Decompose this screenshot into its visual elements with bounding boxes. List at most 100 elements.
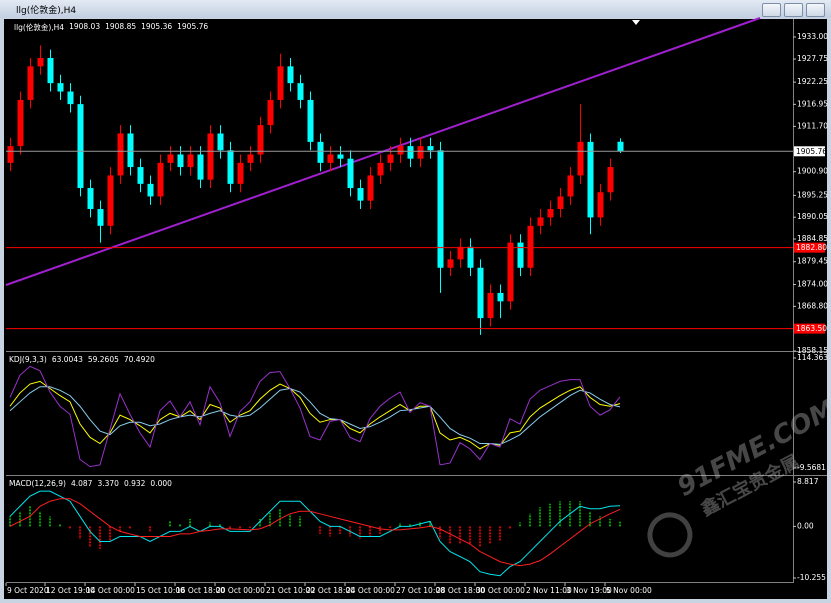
indicator-line bbox=[9, 365, 621, 468]
y-tick-label: -10.255 bbox=[797, 573, 826, 582]
high-value: 1908.85 bbox=[105, 22, 137, 31]
y-tick-label: 1900.90 bbox=[797, 167, 828, 176]
plot-area bbox=[9, 365, 621, 468]
y-tick-label: 1868.80 bbox=[797, 301, 828, 310]
chart-background bbox=[4, 19, 827, 599]
candle-body bbox=[407, 146, 414, 159]
candle-body bbox=[197, 154, 204, 180]
candle-body bbox=[297, 83, 304, 100]
candle-body bbox=[7, 146, 14, 163]
candle-body bbox=[617, 141, 624, 152]
candle-body bbox=[187, 154, 194, 168]
candle-body bbox=[117, 133, 124, 176]
candle-body bbox=[487, 292, 494, 319]
candle-body bbox=[27, 66, 34, 100]
candle-body bbox=[357, 188, 364, 201]
x-tick-label: 15 Oct 10:00 bbox=[136, 586, 185, 595]
candle-body bbox=[227, 150, 234, 184]
shift-marker[interactable] bbox=[632, 20, 640, 25]
candle-body bbox=[247, 154, 254, 163]
x-tick-label: 2 Nov 11:00 bbox=[526, 586, 572, 595]
x-tick-label: 3 Nov 19:00 bbox=[566, 586, 612, 595]
indicator-value: 3.370 bbox=[97, 479, 119, 488]
candle-body bbox=[597, 192, 604, 218]
x-tick-label: 9 Oct 2020 bbox=[7, 586, 49, 595]
indicator-value: 59.2605 bbox=[87, 355, 119, 364]
current-price-label: 1905.76 bbox=[796, 147, 827, 156]
candle-body bbox=[57, 83, 64, 92]
y-tick-label: 1911.70 bbox=[797, 121, 828, 130]
candle-body bbox=[567, 175, 574, 197]
indicator-value: 4.087 bbox=[70, 479, 93, 488]
candle-body bbox=[397, 146, 404, 155]
candle-body bbox=[147, 183, 154, 197]
indicator-label: KDJ(9,3,3) bbox=[9, 355, 47, 364]
candle-body bbox=[77, 104, 84, 189]
y-tick-label: 1927.75 bbox=[797, 54, 828, 63]
indicator-value: 63.0043 bbox=[51, 355, 83, 364]
title-bar: llg(伦敦金),H4 bbox=[0, 0, 831, 18]
indicator-label: MACD(12,26,9) bbox=[9, 479, 66, 488]
indicator-line bbox=[9, 380, 621, 450]
plot-area bbox=[6, 45, 793, 335]
plot-area bbox=[9, 490, 621, 577]
y-tick-label: 1858.15 bbox=[797, 346, 828, 355]
y-tick-label: 1884.85 bbox=[797, 234, 828, 243]
x-tick-label: 21 Oct 10:00 bbox=[266, 586, 315, 595]
price-level-tag bbox=[794, 242, 825, 253]
indicator-value: 0.932 bbox=[123, 479, 146, 488]
candle-body bbox=[517, 242, 524, 268]
open-value: 1908.03 bbox=[69, 22, 101, 31]
kdj-header: KDJ(9,3,3) 63.0043 59.2605 70.4920 bbox=[9, 355, 155, 364]
indicator-value: 70.4920 bbox=[123, 355, 155, 364]
candle-body bbox=[257, 125, 264, 155]
x-tick-label: 27 Oct 10:00 bbox=[396, 586, 445, 595]
candle-body bbox=[37, 57, 44, 67]
candle-body bbox=[557, 196, 564, 210]
candle-body bbox=[447, 259, 454, 268]
y-tick-label: 1933.00 bbox=[797, 32, 828, 41]
price-level-label: 1863.50 bbox=[796, 324, 827, 333]
candle-body bbox=[527, 225, 534, 268]
symbol-label: llg(伦敦金),H4 bbox=[14, 23, 65, 32]
y-tick-label: 1895.25 bbox=[797, 190, 828, 199]
candle-body bbox=[337, 154, 344, 159]
window-title: llg(伦敦金),H4 bbox=[16, 6, 77, 16]
x-tick-label: 14 Oct 00:00 bbox=[86, 586, 135, 595]
y-tick-label: 1922.25 bbox=[797, 77, 828, 86]
indicator-value: 0.000 bbox=[150, 479, 172, 488]
x-tick-label: 20 Oct 00:00 bbox=[216, 586, 265, 595]
main-header: llg(伦敦金),H4 1908.03 1908.85 1905.36 1905… bbox=[14, 22, 208, 33]
candle-body bbox=[377, 162, 384, 176]
price-level-tag bbox=[794, 323, 825, 334]
candle-body bbox=[547, 209, 554, 218]
candle-body bbox=[497, 292, 504, 302]
candle-body bbox=[267, 99, 274, 126]
candle-body bbox=[457, 246, 464, 260]
minimize-button[interactable] bbox=[762, 3, 781, 17]
candle-body bbox=[97, 209, 104, 226]
candle-body bbox=[127, 133, 134, 168]
watermark-logo bbox=[647, 512, 693, 558]
candle-body bbox=[587, 141, 594, 218]
x-tick-label: 28 Oct 18:00 bbox=[436, 586, 485, 595]
low-value: 1905.36 bbox=[141, 22, 173, 31]
candle-body bbox=[467, 246, 474, 268]
candle-body bbox=[217, 133, 224, 151]
candle-body bbox=[177, 154, 184, 168]
macd-header: MACD(12,26,9) 4.087 3.370 0.932 0.000 bbox=[9, 479, 172, 488]
candle-body bbox=[87, 188, 94, 210]
indicator-line bbox=[9, 386, 621, 445]
candle-body bbox=[327, 154, 334, 163]
candle-body bbox=[137, 167, 144, 184]
candle-body bbox=[287, 66, 294, 84]
candle-body bbox=[167, 154, 174, 163]
close-button[interactable] bbox=[806, 3, 825, 17]
candle-body bbox=[477, 267, 484, 319]
maximize-button[interactable] bbox=[784, 3, 803, 17]
x-tick-label: 5 Nov 00:00 bbox=[606, 586, 652, 595]
x-tick-label: 12 Oct 19:00 bbox=[46, 586, 95, 595]
candle-body bbox=[157, 162, 164, 197]
candle-body bbox=[107, 175, 114, 226]
